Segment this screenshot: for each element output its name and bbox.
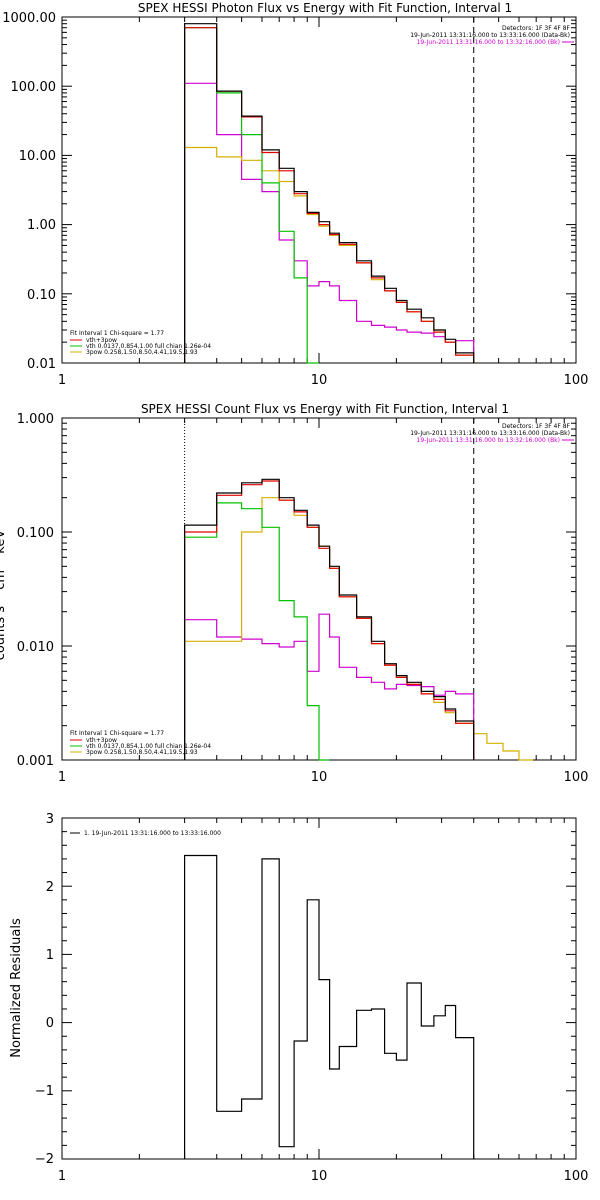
- count-detectors-line: Detectors: 1F 3F 4F 8F: [502, 423, 571, 430]
- count-xtick-100: 100: [564, 770, 589, 785]
- residuals-ytick: 2: [46, 880, 54, 895]
- count-flux-panel: SPEX HESSI Count Flux vs Energy with Fit…: [0, 402, 588, 785]
- photon-xtick-10: 10: [311, 373, 328, 388]
- photon-detectors-line: Detectors: 1F 3F 4F 8F: [502, 25, 571, 32]
- count-series-bk: [184, 613, 475, 760]
- photon-legend-3pow: 3pow 0.258,1.50,8.50,4.41,19.5,1.93: [86, 349, 198, 356]
- count-flux-title: SPEX HESSI Count Flux vs Energy with Fit…: [141, 402, 509, 416]
- count-ylabel: counts s⁻¹ cm⁻² keV⁻¹: [0, 518, 8, 661]
- photon-ytick: 100.00: [11, 80, 57, 95]
- residuals-ytick: −1: [35, 1084, 54, 1099]
- photon-ytick: 0.01: [27, 357, 56, 372]
- photon-series-3pow: [184, 146, 475, 363]
- residuals-xtick-100: 100: [564, 1169, 589, 1184]
- count-xtick-10: 10: [311, 770, 328, 785]
- residuals-ytick: −2: [35, 1152, 54, 1167]
- count-ytick: 0.100: [17, 526, 54, 541]
- count-fit-legend-title: Fit Interval 1 Chi-square = 1.77: [70, 730, 164, 737]
- photon-ytick: 0.10: [27, 288, 56, 303]
- photon-flux-panel: SPEX HESSI Photon Flux vs Energy with Fi…: [2, 1, 588, 388]
- photon-xtick-1: 1: [58, 373, 66, 388]
- residuals-ylabel: Normalized Residuals: [9, 918, 24, 1058]
- count-legend-vth3pow: vth+3pow: [86, 737, 117, 744]
- residuals-ytick: 1: [46, 948, 54, 963]
- count-bk-interval-line: 19-Jun-2011 13:31:16.000 to 13:32:16.000…: [417, 437, 560, 444]
- photon-legend-vth3pow: vth+3pow: [86, 337, 117, 344]
- count-xtick-1: 1: [58, 770, 66, 785]
- residuals-panel: 1 10 100 −2 −1 0 1 2 3 Normalized Residu…: [9, 812, 588, 1184]
- count-series-3pow: [184, 497, 533, 761]
- photon-xtick-100: 100: [564, 373, 589, 388]
- photon-legend-vth: vth 0.0137,0.854,1.00 full chian 1.26e-0…: [86, 343, 211, 350]
- photon-flux-title: SPEX HESSI Photon Flux vs Energy with Fi…: [138, 1, 512, 15]
- count-series-data: [184, 478, 475, 760]
- photon-ytick: 1.00: [27, 218, 56, 233]
- residuals-xtick-10: 10: [311, 1169, 328, 1184]
- photon-ytick: 1000.00: [2, 11, 56, 26]
- photon-fit-legend-title: Fit Interval 1 Chi-square = 1.77: [70, 330, 164, 337]
- photon-plot-frame: [61, 16, 577, 364]
- photon-series-data: [184, 23, 475, 363]
- residuals-xtick-1: 1: [58, 1169, 66, 1184]
- count-ytick: 0.001: [17, 754, 54, 769]
- count-series-vth: [184, 502, 330, 761]
- residuals-ytick: 3: [46, 812, 54, 827]
- photon-bk-interval-line: 19-Jun-2011 13:31:16.000 to 13:32:16.000…: [417, 39, 560, 46]
- count-data-interval-line: 19-Jun-2011 13:31:16.000 to 13:33:16.000…: [410, 430, 570, 437]
- residuals-series-data: [184, 854, 475, 1159]
- residuals-plot-frame: [61, 817, 577, 1160]
- photon-data-interval-line: 19-Jun-2011 13:31:16.000 to 13:33:16.000…: [410, 32, 570, 39]
- photon-ytick: 10.00: [19, 149, 56, 164]
- photon-series-vth-3pow: [184, 27, 475, 363]
- photon-series-bk: [184, 82, 475, 363]
- residuals-legend-label: 1. 19-Jun-2011 13:31:16.000 to 13:33:16.…: [84, 830, 221, 837]
- count-ytick: 1.000: [17, 412, 54, 427]
- count-ytick: 0.010: [17, 640, 54, 655]
- residuals-ytick: 0: [46, 1016, 54, 1031]
- count-legend-vth: vth 0.0137,0.854,1.00 full chian 1.26e-0…: [86, 743, 211, 750]
- count-legend-3pow: 3pow 0.258,1.50,8.50,4.41,19.5,1.93: [86, 749, 198, 756]
